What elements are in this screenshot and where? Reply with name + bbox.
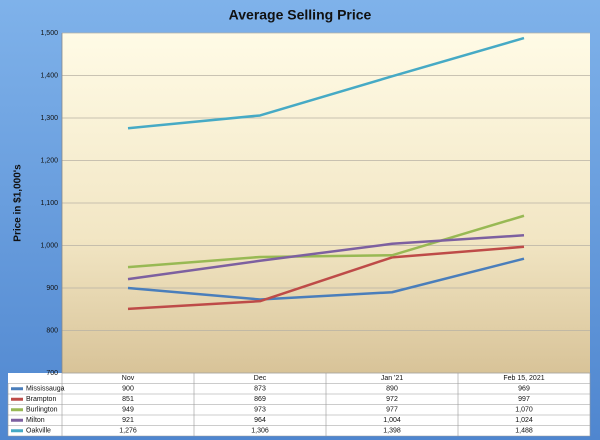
table-value: 949 [122,407,134,414]
legend-swatch [11,397,23,401]
y-tick-label: 1,200 [40,157,58,164]
x-tick-label: Jan '21 [381,375,403,382]
table-value: 977 [386,407,398,414]
table-value: 873 [254,386,266,393]
table-value: 972 [386,396,398,403]
legend-label: Burlington [26,407,58,414]
y-tick-label: 900 [46,285,58,292]
table-value: 1,488 [515,428,533,435]
table-value: 964 [254,417,266,424]
y-axis-label: Price in $1,000's [13,164,24,242]
y-tick-label: 1,300 [40,115,58,122]
x-tick-label: Nov [122,375,135,382]
table-value: 997 [518,396,530,403]
y-tick-label: 700 [46,370,58,377]
table-value: 900 [122,386,134,393]
legend-swatch [11,408,23,412]
table-value: 1,070 [515,407,533,414]
table-value: 973 [254,407,266,414]
table-value: 1,004 [383,417,401,424]
chart-title: Average Selling Price [229,7,372,23]
line-series [127,245,525,311]
x-tick-label: Feb 15, 2021 [503,375,544,382]
table-value: 1,306 [251,428,269,435]
table-value: 1,398 [383,428,401,435]
line-series [127,214,525,269]
table-value: 869 [254,396,266,403]
line-series [127,257,525,301]
y-tick-label: 1,400 [40,72,58,79]
table-value: 1,024 [515,417,533,424]
table-value: 851 [122,396,134,403]
legend-label: Oakville [26,428,51,435]
legend-label: Mississauga [26,386,65,393]
line-series [127,234,525,281]
legend-label: Brampton [26,396,56,403]
legend-swatch [11,429,23,433]
table-value: 969 [518,386,530,393]
y-tick-label: 1,500 [40,30,58,37]
table-value: 921 [122,417,134,424]
x-tick-label: Dec [254,375,267,382]
legend-label: Milton [26,417,45,424]
legend-swatch [11,387,23,391]
y-tick-label: 800 [46,327,58,334]
y-tick-label: 1,000 [40,242,58,249]
table-value: 890 [386,386,398,393]
legend-swatch [11,418,23,422]
line-series [127,36,525,130]
table-value: 1,276 [119,428,137,435]
y-tick-label: 1,100 [40,200,58,207]
